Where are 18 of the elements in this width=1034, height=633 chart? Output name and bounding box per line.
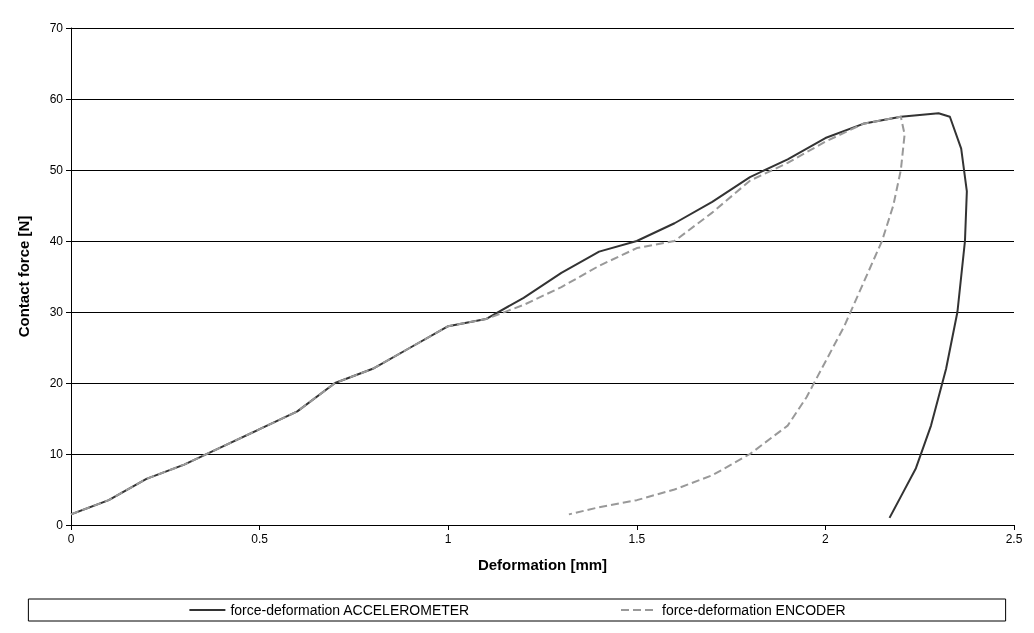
x-tick-label: 2.5: [1005, 532, 1023, 546]
y-axis-title: Contact force [N]: [15, 215, 32, 338]
y-tick-label: 10: [49, 447, 64, 461]
x-tick-label: 2: [822, 532, 830, 546]
y-tick-label: 50: [49, 163, 64, 177]
x-tick-label: 0.5: [251, 532, 269, 546]
x-tick-label: 1.5: [628, 532, 646, 546]
y-tick-label: 70: [49, 21, 64, 35]
y-tick-label: 20: [49, 376, 64, 390]
legend-label: force-deformation ENCODER: [662, 602, 846, 618]
y-tick-label: 30: [49, 305, 64, 319]
y-tick-label: 60: [49, 92, 64, 106]
y-tick-label: 40: [49, 234, 64, 248]
y-tick-label: 0: [56, 518, 64, 532]
x-tick-label: 1: [444, 532, 452, 546]
legend-label: force-deformation ACCELEROMETER: [230, 602, 470, 618]
x-axis-title: Deformation [mm]: [477, 556, 608, 573]
x-tick-label: 0: [67, 532, 75, 546]
